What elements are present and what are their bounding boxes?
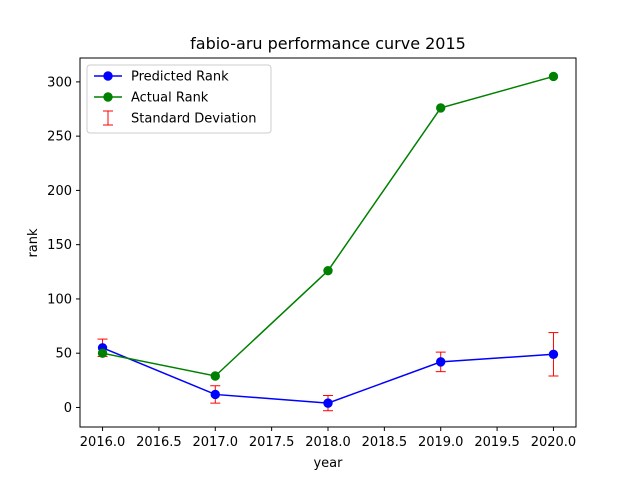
x-tick-label: 2019.0 [418, 435, 464, 450]
x-tick-label: 2020.0 [531, 435, 577, 450]
x-axis-label: year [313, 456, 343, 471]
x-tick-label: 2018.0 [305, 435, 351, 450]
series-point-0 [210, 389, 220, 400]
y-tick-label: 50 [55, 347, 72, 362]
x-tick-label: 2019.5 [474, 435, 520, 450]
series-point-1 [548, 71, 559, 82]
series-point-1 [210, 371, 220, 381]
y-tick-label: 0 [64, 401, 72, 416]
y-axis-label: rank [26, 228, 41, 258]
y-tick-label: 100 [47, 292, 72, 307]
series-point-0 [548, 349, 559, 359]
y-axis: 0 50 100 150 200 250 300 [47, 75, 80, 416]
y-tick-label: 150 [47, 238, 72, 253]
plot-area [97, 71, 559, 412]
x-tick-label: 2017.5 [249, 435, 295, 450]
legend-marker [103, 92, 113, 102]
series-point-1 [97, 348, 108, 358]
legend-label: Actual Rank [131, 91, 209, 106]
series-point-0 [436, 357, 446, 367]
legend: Predicted Rank Actual Rank Standard Deviat… [86, 64, 272, 134]
legend-marker [103, 71, 113, 81]
y-tick-label: 300 [47, 75, 72, 90]
series-point-0 [323, 398, 333, 408]
series-line-0 [102, 347, 554, 404]
legend-label: Predicted Rank [131, 70, 229, 85]
y-tick-label: 200 [47, 184, 72, 199]
x-tick-label: 2018.5 [362, 435, 408, 450]
x-tick-label: 2017.0 [193, 435, 239, 450]
series-point-1 [436, 103, 446, 113]
chart-title: fabio-aru performance curve 2015 [190, 34, 466, 53]
series-point-1 [323, 266, 333, 276]
x-tick-label: 2016.5 [136, 435, 182, 450]
x-axis: 2016.0 2016.5 2017.0 2017.5 2018.0 2018.5 2019… [80, 427, 576, 450]
y-tick-label: 250 [47, 130, 72, 145]
legend-label: Standard Deviation [131, 112, 256, 127]
x-tick-label: 2016.0 [80, 435, 126, 450]
legend-box [86, 64, 272, 134]
